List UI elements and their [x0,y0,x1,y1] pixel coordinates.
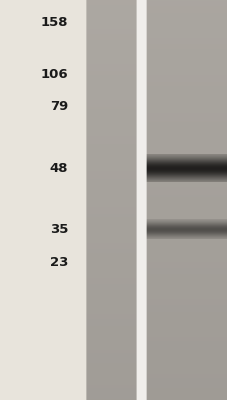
Text: 35: 35 [50,224,68,236]
Text: 48: 48 [50,162,68,174]
Text: 158: 158 [41,16,68,28]
Text: 23: 23 [50,256,68,268]
Text: 106: 106 [41,68,68,80]
Text: 79: 79 [50,100,68,112]
